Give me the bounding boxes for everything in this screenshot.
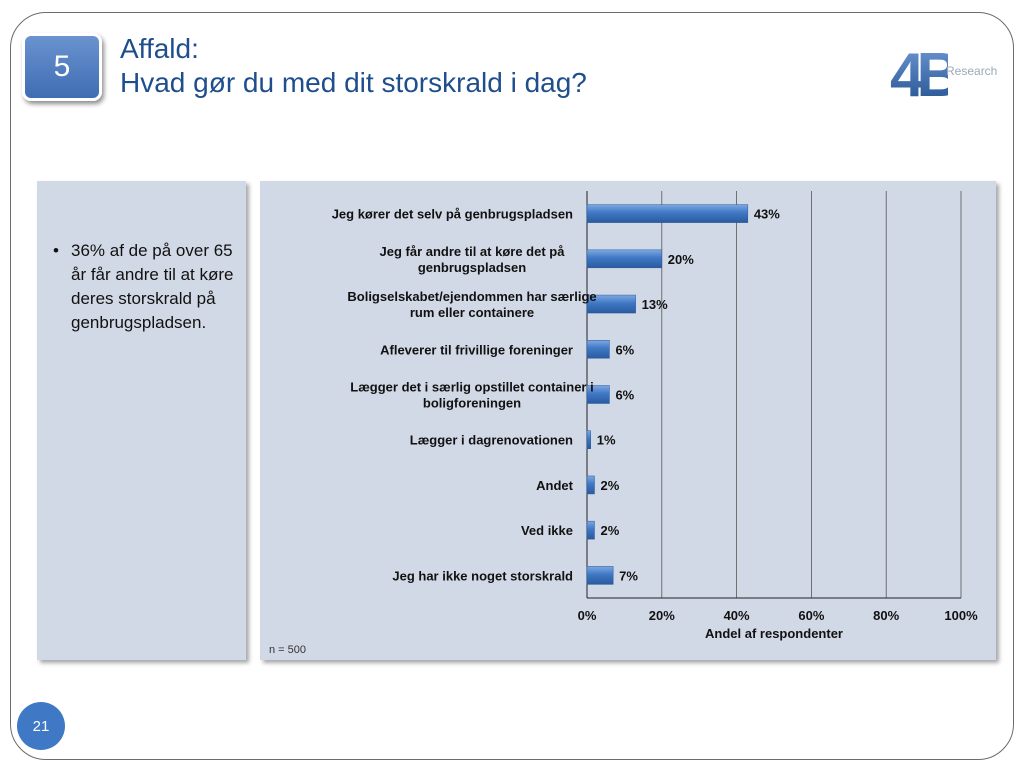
chart-panel: 0% 20% 40% 60% 80% 100% 43% Jeg kører det selv …: [260, 181, 996, 660]
bar: [586, 340, 610, 359]
bullet-panel: 36% af de på over 65 år får andre til at…: [37, 181, 246, 660]
x-tick-label: 40%: [724, 608, 750, 623]
page-number: 21: [32, 717, 50, 735]
category-label: Boligselskabet/ejendommen har særlige: [347, 289, 596, 304]
slide-title: Affald: Hvad gør du med dit storskrald i…: [120, 32, 587, 100]
bar-value-label: 43%: [754, 207, 780, 222]
bullet-item: 36% af de på over 65 år får andre til at…: [53, 239, 236, 335]
bar: [586, 475, 595, 495]
x-tick-label: 80%: [873, 608, 899, 623]
bar: [586, 204, 749, 223]
page-number-badge: 21: [17, 702, 65, 750]
category-label: Ved ikke: [521, 523, 573, 538]
category-label: Jeg har ikke noget storskrald: [392, 568, 573, 583]
slide-number-badge: 5: [22, 33, 102, 101]
bar-value-label: 1%: [597, 433, 616, 448]
bar: [586, 249, 663, 269]
x-tick-label: 20%: [649, 608, 675, 623]
bar-chart: 0% 20% 40% 60% 80% 100% 43% Jeg kører det selv …: [332, 191, 978, 641]
bar-value-label: 6%: [615, 342, 634, 357]
category-label: Andet: [536, 478, 574, 493]
bullet-list: 36% af de på over 65 år får andre til at…: [43, 239, 236, 335]
sample-size-note: n = 500: [269, 644, 307, 656]
x-tick-label: 0%: [578, 608, 597, 623]
category-label: Jeg kører det selv på genbrugspladsen: [332, 207, 573, 222]
x-axis-title: Andel af respondenter: [705, 626, 843, 641]
bar: [586, 520, 595, 540]
x-tick-label: 60%: [798, 608, 824, 623]
bar-value-label: 2%: [600, 478, 619, 493]
category-label: rum eller containere: [410, 305, 534, 320]
logo-mark: 4B: [890, 41, 948, 108]
bar: [586, 566, 614, 585]
category-label: genbrugspladsen: [418, 260, 526, 275]
bar-value-label: 6%: [615, 388, 634, 403]
badge-number: 5: [53, 50, 71, 83]
category-label: boligforeningen: [423, 396, 521, 411]
category-label: Lægger i dagrenovationen: [410, 433, 573, 448]
category-label: Afleverer til frivillige foreninger: [380, 342, 573, 357]
category-label: Jeg får andre til at køre det på: [380, 244, 566, 259]
bar-value-label: 2%: [600, 523, 619, 538]
logo-research-text: Research: [946, 64, 998, 78]
title-line-2: Hvad gør du med dit storskrald i dag?: [120, 67, 587, 98]
bar: [586, 294, 636, 314]
bar-value-label: 7%: [619, 568, 638, 583]
bar-value-label: 20%: [668, 252, 694, 267]
x-tick-label: 100%: [944, 608, 978, 623]
bar: [586, 385, 610, 404]
company-logo: 4B: [888, 28, 998, 110]
bar: [586, 430, 591, 449]
title-line-1: Affald:: [120, 33, 199, 64]
bar-value-label: 13%: [642, 297, 668, 312]
category-label: Lægger det i særlig opstillet container …: [350, 380, 593, 395]
